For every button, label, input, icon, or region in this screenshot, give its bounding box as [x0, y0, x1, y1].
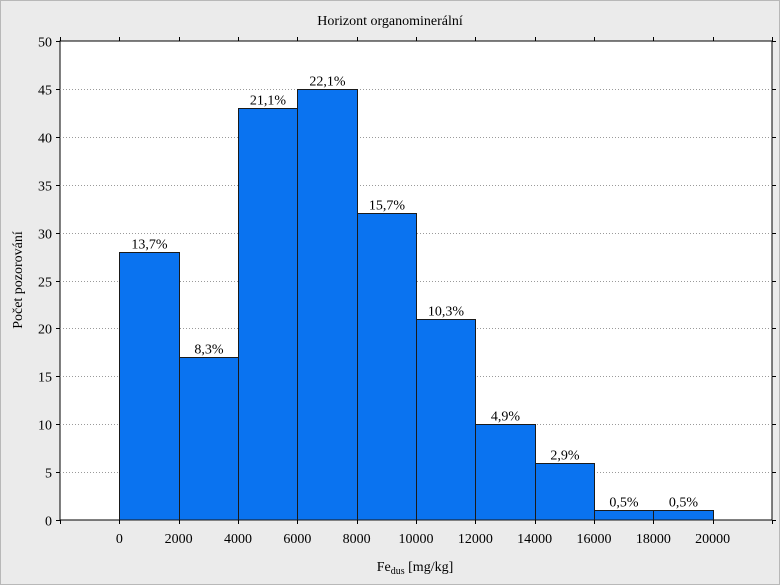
- bars: [119, 89, 714, 521]
- histogram-bar: [475, 424, 536, 521]
- y-tick-label: 25: [38, 276, 52, 291]
- y-tick-label: 50: [38, 36, 52, 51]
- y-tick-label: 10: [38, 419, 52, 434]
- histogram-bar: [594, 510, 654, 521]
- histogram-bar: [119, 252, 180, 521]
- x-axis-title-subscript: dus: [391, 566, 405, 577]
- bar-percent-label: 2,9%: [550, 449, 580, 464]
- bar-percent-label: 22,1%: [309, 75, 346, 90]
- y-tick-label: 45: [38, 84, 52, 99]
- y-tick-label: 0: [45, 515, 52, 530]
- x-tick-label: 18000: [636, 532, 671, 547]
- x-axis-title-unit: [mg/kg]: [405, 560, 454, 575]
- x-tick-label: 14000: [517, 532, 552, 547]
- y-tick-label: 35: [38, 180, 52, 195]
- y-tick-label: 40: [38, 132, 52, 147]
- bar-labels: 13,7% 8,3% 21,1% 22,1% 15,7% 10,3% 4,9% 2,9% 0,5…: [131, 75, 698, 511]
- histogram-bar: [238, 108, 298, 521]
- x-tick-label: 6000: [283, 532, 311, 547]
- bar-percent-label: 10,3%: [428, 305, 465, 320]
- histogram-bar: [297, 89, 358, 521]
- bar-percent-label: 4,9%: [491, 410, 521, 425]
- histogram-bar: [179, 357, 239, 521]
- x-tick-label: 0: [116, 532, 123, 547]
- y-axis: 0 5 10 15 20 25 30 35 40 45 50: [38, 36, 776, 530]
- bar-percent-label: 0,5%: [669, 496, 699, 511]
- x-tick-label: 12000: [458, 532, 493, 547]
- x-tick-label: 16000: [577, 532, 612, 547]
- x-tick-label: 10000: [399, 532, 434, 547]
- x-tick-label: 20000: [695, 532, 730, 547]
- bar-percent-label: 13,7%: [131, 238, 168, 253]
- y-tick-label: 5: [45, 467, 52, 482]
- y-tick-label: 30: [38, 228, 52, 243]
- x-axis-title-main: Fe: [377, 560, 391, 575]
- x-tick-label: 8000: [343, 532, 371, 547]
- y-tick-label: 20: [38, 323, 52, 338]
- x-tick-label: 4000: [224, 532, 252, 547]
- x-axis: 0 2000 4000 6000 8000 10000 12000 14000 16000 180…: [60, 37, 773, 547]
- bar-percent-label: 15,7%: [369, 199, 406, 214]
- histogram-bar: [535, 463, 595, 521]
- histogram-bar: [653, 510, 714, 521]
- x-axis-title: Fedus [mg/kg]: [377, 560, 454, 577]
- histogram-bar: [357, 213, 417, 521]
- bar-percent-label: 21,1%: [250, 94, 287, 109]
- chart-title: Horizont organominerální: [317, 14, 463, 29]
- bar-percent-label: 0,5%: [609, 496, 639, 511]
- histogram-bar: [416, 319, 476, 521]
- y-tick-label: 15: [38, 371, 52, 386]
- x-tick-label: 2000: [165, 532, 193, 547]
- y-axis-title: Počet pozorování: [11, 231, 26, 329]
- bar-percent-label: 8,3%: [194, 343, 224, 358]
